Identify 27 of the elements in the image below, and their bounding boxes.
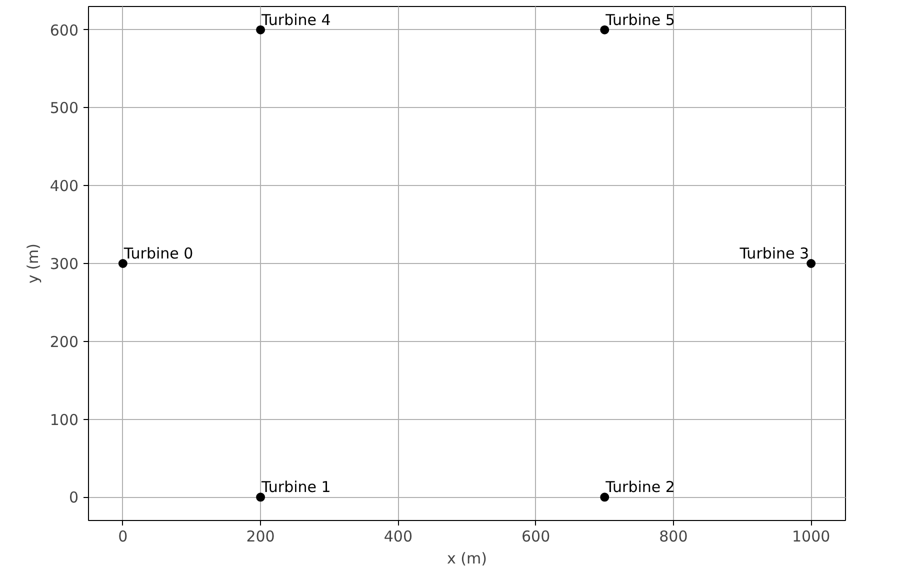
annotation: Turbine 4 — [260, 10, 331, 29]
y-tick-label: 300 — [50, 255, 79, 273]
point — [806, 259, 816, 268]
annotation: Turbine 3 — [738, 244, 810, 262]
y-axis-title: y (m) — [24, 244, 42, 284]
y-tick-label: 600 — [50, 21, 79, 40]
x-tick-label: 400 — [384, 528, 413, 546]
annotation: Turbine 0 — [122, 244, 194, 262]
point — [600, 492, 610, 502]
x-tick-label: 600 — [522, 528, 550, 546]
y-tick-label: 0 — [68, 488, 79, 507]
point — [256, 25, 266, 34]
y-tick-label: 500 — [50, 99, 79, 118]
y-tick-label: 100 — [50, 410, 79, 429]
x-axis-title: x (m) — [447, 550, 487, 568]
x-tick-label: 0 — [118, 528, 128, 546]
x-tick-label: 200 — [246, 528, 275, 546]
point — [600, 25, 610, 34]
x-tick-label: 800 — [659, 528, 688, 546]
point — [256, 492, 266, 502]
point — [118, 259, 128, 268]
y-tick-label: 200 — [50, 332, 79, 351]
x-tick-label: 1000 — [792, 528, 830, 546]
annotation: Turbine 2 — [604, 478, 675, 496]
annotation: Turbine 5 — [604, 10, 675, 29]
annotation: Turbine 1 — [260, 478, 331, 496]
y-tick-label: 400 — [50, 177, 79, 196]
